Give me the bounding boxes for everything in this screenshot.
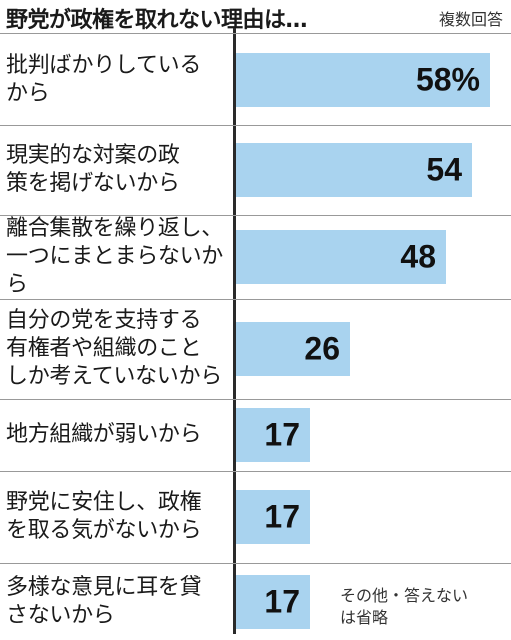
bar: 58% (236, 53, 490, 107)
category-label: 批判ばかりしている から (6, 53, 202, 106)
bar-axis (233, 28, 236, 634)
bar: 26 (236, 322, 350, 376)
bar: 17 (236, 574, 310, 629)
bar-value-label: 58% (415, 61, 480, 98)
category-label: 自分の党を支持する 有権者や組織のこと しか考えていないから (6, 308, 222, 389)
row-separator (0, 125, 511, 126)
row-separator (0, 471, 511, 472)
row-separator (0, 399, 511, 400)
row-separator (0, 33, 511, 34)
category-label: 離合集散を繰り返し、 一つにまとまらないから (6, 216, 224, 297)
category-label: 野党に安住し、政権 を取る気がないから (6, 490, 202, 543)
bar-value-label: 17 (264, 416, 300, 453)
bar-value-label: 26 (304, 330, 340, 367)
category-label: 多様な意見に耳を貸 さないから (6, 574, 202, 628)
row-separator (0, 299, 511, 300)
category-label: 現実的な対案の政 策を掲げないから (6, 143, 180, 196)
chart-title: 野党が政権を取れない理由は… (6, 8, 308, 33)
bar-value-label: 48 (400, 238, 436, 275)
bar: 54 (236, 143, 472, 197)
footnote: その他・答えない は省略 (340, 586, 469, 627)
row-separator (0, 215, 511, 216)
bar-value-label: 17 (264, 498, 300, 535)
bar-value-label: 54 (426, 151, 462, 188)
category-label: 地方組織が弱いから (6, 422, 202, 447)
bar-value-label: 17 (264, 583, 300, 619)
bar: 17 (236, 408, 310, 462)
row-separator (0, 563, 511, 564)
multiple-answer-note: 複数回答 (438, 10, 503, 29)
bar: 48 (236, 230, 446, 284)
bar: 17 (236, 490, 310, 544)
